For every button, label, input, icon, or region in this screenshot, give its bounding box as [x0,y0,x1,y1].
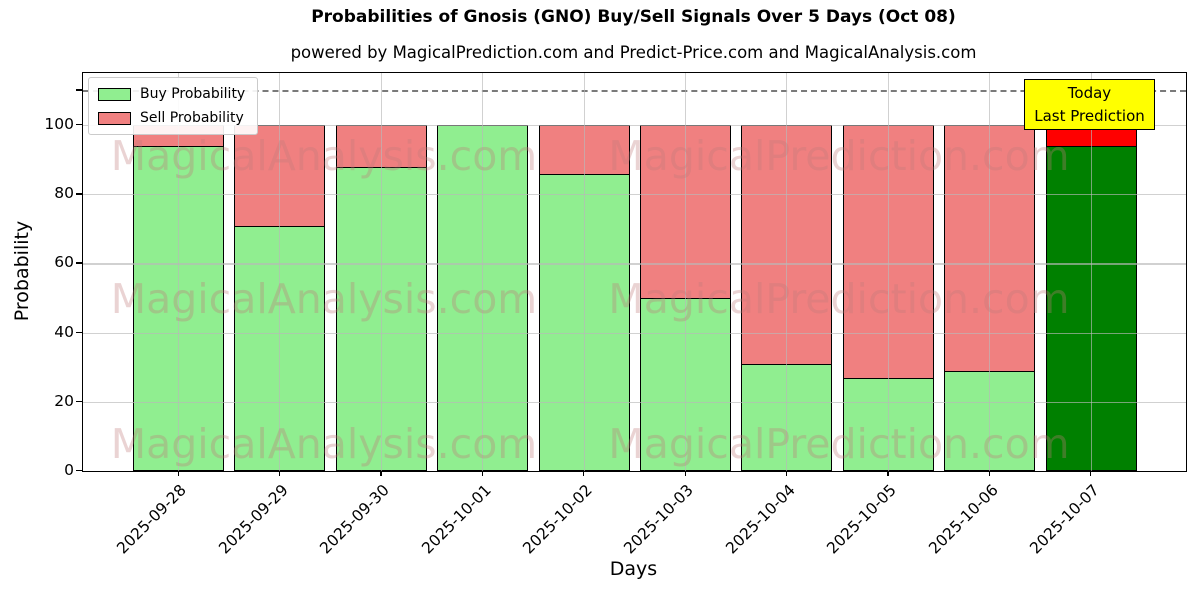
gridline-v [279,73,281,471]
gridline-v [583,73,585,471]
x-tick-label: 2025-09-29 [215,481,292,558]
y-tick-mark [76,470,82,472]
x-tick-label: 2025-10-07 [1026,481,1103,558]
today-annotation: Today Last Prediction [1024,79,1155,130]
y-tick-mark-threshold [76,89,82,91]
x-tick-label: 2025-09-28 [113,481,191,558]
y-tick-label: 60 [54,253,74,272]
x-tick-mark [583,471,585,477]
buy-swatch-icon [98,87,131,101]
y-tick-label: 40 [54,322,74,341]
legend-item-buy: Buy Probability [98,86,245,102]
gridline-h [83,124,1186,127]
x-tick-mark [481,471,484,477]
gridline-v [1090,73,1092,471]
y-tick-label: 100 [44,114,74,133]
legend: Buy Probability Sell Probability [88,77,259,135]
annotation-line1: Today [1067,84,1112,102]
x-tick-label: 2025-09-30 [316,481,394,558]
y-tick-label: 80 [54,184,74,203]
x-tick-mark [887,471,889,477]
y-tick-mark [76,262,82,264]
y-tick-label: 20 [54,391,74,410]
x-tick-label: 2025-10-01 [417,481,495,558]
gridline-v [887,73,889,471]
x-tick-mark [278,471,281,477]
gridline-v [380,73,382,471]
x-tick-mark [785,471,788,477]
x-tick-mark [380,471,382,477]
x-axis-label: Days [609,558,658,580]
gridline-v [786,73,788,471]
x-tick-label: 2025-10-02 [519,481,596,558]
sell-swatch-icon [98,111,131,125]
x-tick-label: 2025-10-03 [620,481,698,558]
gridline-v [684,73,687,471]
y-tick-mark [76,400,82,403]
gridline-h [83,263,1186,265]
chart-subtitle: powered by MagicalPrediction.com and Pre… [290,43,977,62]
gridline-h [83,332,1186,334]
gridline-v [482,73,484,471]
plot-area: Buy Probability Sell Probability Today L… [82,72,1187,472]
y-axis-label: Probability [11,220,33,322]
legend-label-buy: Buy Probability [140,86,246,102]
x-tick-mark [988,471,991,477]
x-tick-mark [177,471,179,477]
x-tick-mark [1090,471,1092,477]
x-tick-label: 2025-10-05 [823,481,901,558]
annotation-line2: Last Prediction [1034,106,1145,125]
y-tick-mark [76,193,82,195]
gridline-h [83,194,1186,196]
gridline-v [989,73,991,471]
x-tick-label: 2025-10-04 [722,481,799,558]
legend-item-sell: Sell Probability [98,110,245,126]
x-tick-mark [684,471,686,477]
y-tick-mark [76,331,82,333]
gridline-h [83,401,1186,403]
threshold-dashed-line [83,90,1186,93]
gridline-v [177,73,180,471]
y-tick-mark [76,123,82,126]
x-tick-label: 2025-10-06 [924,481,1002,558]
y-tick-label: 0 [64,461,74,479]
legend-label-sell: Sell Probability [140,110,244,126]
chart-title: Probabilities of Gnosis (GNO) Buy/Sell S… [311,7,956,27]
